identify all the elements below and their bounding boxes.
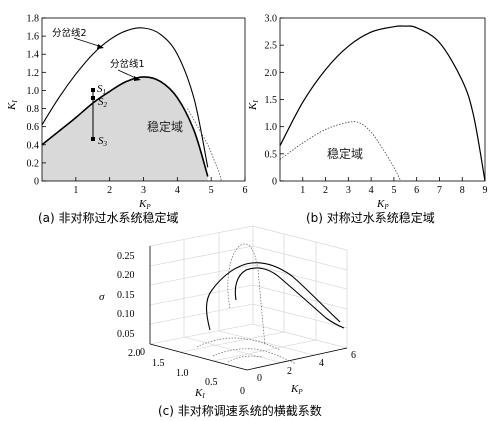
y-tick-label: 1.5 bbox=[265, 95, 278, 106]
kp-label: KP bbox=[290, 383, 303, 396]
x-tick-label: 7 bbox=[437, 185, 442, 196]
x-tick-label: 9 bbox=[483, 185, 488, 196]
ki-label: KI bbox=[194, 387, 205, 400]
axes-3d bbox=[149, 246, 348, 371]
ki-ticks: 2.0 1.5 1.0 0.5 0 bbox=[128, 348, 245, 397]
sigma-curve-2 bbox=[234, 267, 345, 329]
floor-curve-2 bbox=[212, 348, 297, 365]
sigma-curve-1 bbox=[205, 262, 341, 331]
x-tick-label: 5 bbox=[209, 185, 214, 196]
arrow-line2 bbox=[73, 37, 103, 48]
label-line1: 分岔线1 bbox=[110, 58, 145, 70]
z-ticks: 0.25 0.20 0.15 0.10 0.05 0 bbox=[117, 251, 145, 358]
grid-3d bbox=[149, 225, 348, 371]
x-tick-label: 6 bbox=[414, 185, 419, 196]
ztick-010: 0.10 bbox=[117, 309, 135, 320]
arrow-head-line2 bbox=[97, 44, 104, 49]
y-tick-label: 0.6 bbox=[27, 122, 40, 133]
y-tick-label: 1.4 bbox=[27, 50, 40, 61]
caption-c: (c) 非对称调速系统的横截系数 bbox=[158, 403, 322, 418]
y-tick-label: 1.6 bbox=[27, 32, 40, 43]
ztick-0: 0 bbox=[140, 347, 145, 358]
panel-a: 1 2 3 4 5 6 0 0.2 0.4 0.6 0.8 1.0 1.2 1.4 1.6 1.8 S1 S2… bbox=[6, 14, 248, 226]
y-tick-label: 1.0 bbox=[27, 86, 40, 97]
stable-region-fill bbox=[42, 76, 208, 181]
y-tick-label: 1.8 bbox=[27, 14, 40, 25]
bifurcation-line-1 bbox=[41, 76, 209, 177]
ki-tick-0-5: 0.5 bbox=[205, 377, 218, 388]
kp-tick-0: 0 bbox=[257, 373, 262, 384]
ticks-a: 1 2 3 4 5 6 0 0.2 0.4 0.6 0.8 1.0 1.2 1.4 1.6 1.8 bbox=[27, 14, 248, 197]
ki-tick-1: 1.0 bbox=[176, 368, 189, 379]
x-tick-label: 1 bbox=[300, 185, 305, 196]
zlabel-sigma: σ bbox=[99, 291, 105, 303]
point-s2 bbox=[91, 96, 95, 100]
y-tick-label: 0.5 bbox=[265, 149, 278, 160]
ki-tick-2: 2.0 bbox=[128, 348, 141, 359]
region-label-a: 稳定域 bbox=[147, 119, 183, 134]
label-line2: 分岔线2 bbox=[52, 27, 87, 39]
ki-tick-0: 0 bbox=[240, 386, 245, 397]
x-tick-label: 8 bbox=[460, 185, 465, 196]
x-tick-label: 1 bbox=[73, 185, 78, 196]
panel-c: 0.25 0.20 0.15 0.10 0.05 0 σ 2.0 1.5 1.0… bbox=[99, 225, 356, 418]
point-s1 bbox=[91, 88, 95, 92]
panel-b: 1 2 3 4 5 6 7 8 9 0 0.5 1.0 1.5 2.0 2.5 3.0 稳定域 KI KP (… bbox=[247, 14, 488, 226]
ylabel-b: KI bbox=[247, 100, 260, 111]
caption-a: (a) 非对称过水系统稳定域 bbox=[38, 210, 179, 225]
sigma-curve-dotted-2 bbox=[257, 269, 266, 346]
y-tick-label: 2.5 bbox=[265, 41, 278, 52]
dotted-curve bbox=[187, 108, 222, 182]
y-tick-label: 1.2 bbox=[27, 68, 40, 79]
kp-tick-2: 2 bbox=[287, 366, 292, 377]
sigma-curve-dotted-1 bbox=[227, 243, 259, 309]
curve-dotted-b bbox=[279, 121, 402, 182]
ticks-b: 1 2 3 4 5 6 7 8 9 0 0.5 1.0 1.5 2.0 2.5 3.0 bbox=[265, 14, 488, 197]
y-tick-label: 3.0 bbox=[265, 14, 278, 25]
bifurcation-line-2 bbox=[41, 27, 209, 168]
ztick-020: 0.20 bbox=[117, 270, 135, 281]
point-s3 bbox=[91, 137, 95, 141]
kp-ticks: 0 2 4 6 bbox=[257, 350, 356, 384]
xlabel-a: KP bbox=[138, 198, 151, 211]
curve-solid-b bbox=[279, 25, 486, 182]
kp-tick-6: 6 bbox=[351, 350, 356, 361]
x-tick-label: 4 bbox=[369, 185, 374, 196]
label-s3: S3 bbox=[98, 135, 108, 148]
ylabel-a: KI bbox=[6, 100, 19, 111]
xlabel-b: KP bbox=[376, 198, 389, 211]
region-label-b: 稳定域 bbox=[327, 146, 363, 161]
floor-curve-1 bbox=[196, 337, 281, 351]
x-tick-label: 4 bbox=[175, 185, 180, 196]
y-tick-label: 0 bbox=[272, 177, 277, 188]
kp-tick-4: 4 bbox=[319, 358, 324, 369]
arrow-head-line1 bbox=[134, 76, 141, 81]
x-tick-label: 6 bbox=[243, 185, 248, 196]
ztick-015: 0.15 bbox=[117, 290, 135, 301]
label-s1: S1 bbox=[97, 83, 106, 96]
x-tick-label: 5 bbox=[391, 185, 396, 196]
ztick-025: 0.25 bbox=[117, 251, 135, 262]
caption-b: (b) 对称过水系统稳定域 bbox=[306, 210, 435, 225]
x-tick-label: 3 bbox=[346, 185, 351, 196]
y-tick-label: 1.0 bbox=[265, 122, 278, 133]
y-tick-label: 0.8 bbox=[27, 104, 40, 115]
axes-box-b bbox=[279, 17, 486, 182]
x-tick-label: 2 bbox=[323, 185, 328, 196]
y-tick-label: 0 bbox=[34, 177, 39, 188]
label-s2: S2 bbox=[98, 96, 108, 109]
y-tick-label: 0.4 bbox=[27, 140, 40, 151]
ki-tick-1-5: 1.5 bbox=[152, 358, 165, 369]
y-tick-label: 0.2 bbox=[27, 158, 40, 169]
x-tick-label: 2 bbox=[107, 185, 112, 196]
x-tick-label: 3 bbox=[141, 185, 146, 196]
ztick-005: 0.05 bbox=[117, 329, 135, 340]
y-tick-label: 2.0 bbox=[265, 68, 278, 79]
